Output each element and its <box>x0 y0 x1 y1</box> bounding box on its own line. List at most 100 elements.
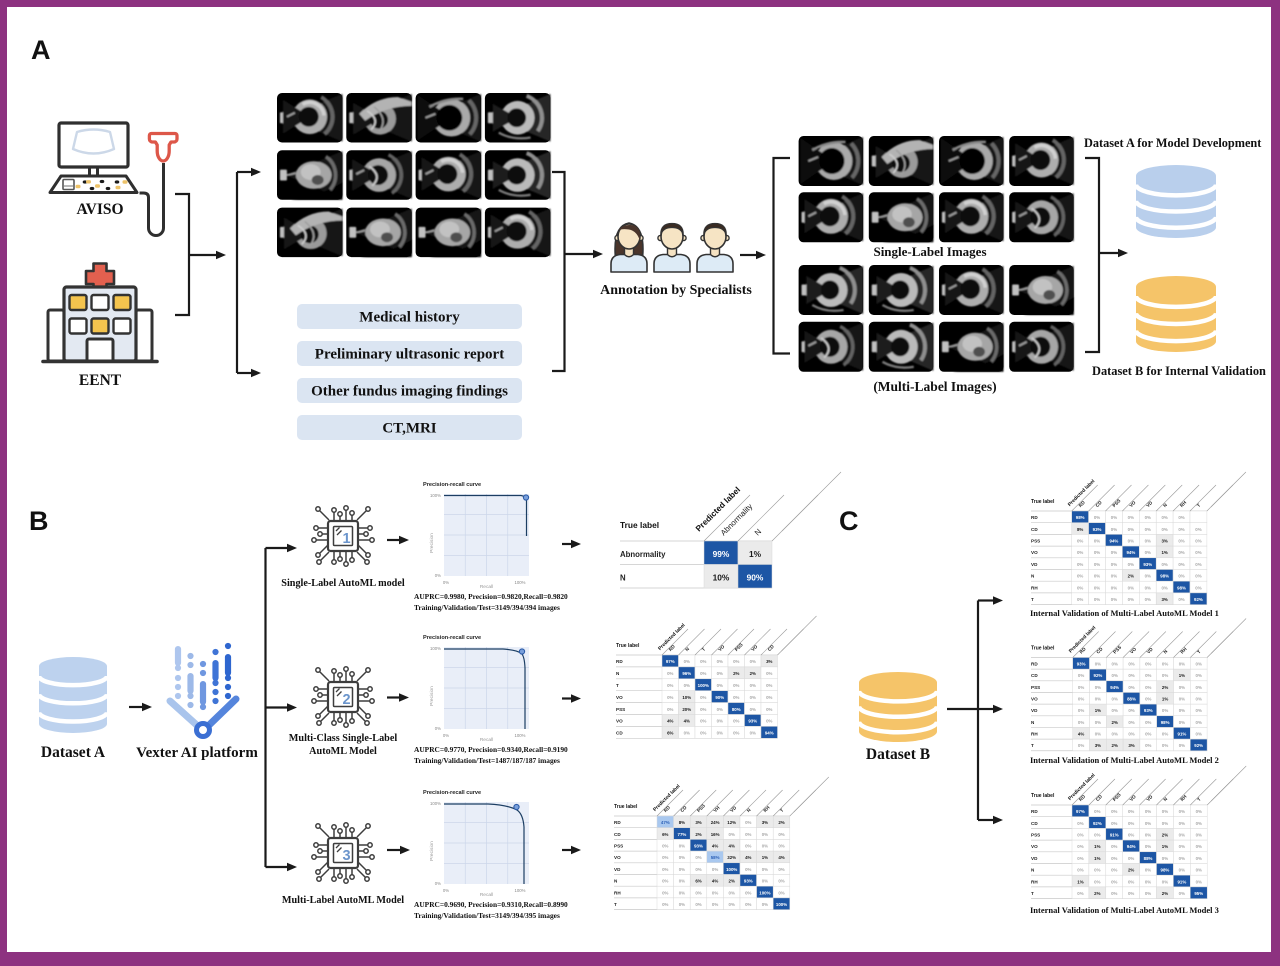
svg-text:1%: 1% <box>1179 673 1185 678</box>
svg-text:0%: 0% <box>695 867 701 872</box>
svg-text:0%: 0% <box>1077 574 1083 579</box>
svg-text:93%: 93% <box>694 843 703 848</box>
svg-text:CD: CD <box>1031 673 1038 678</box>
svg-text:0%: 0% <box>1179 685 1185 690</box>
svg-text:VO: VO <box>1129 646 1138 655</box>
svg-text:0%: 0% <box>1195 574 1201 579</box>
svg-text:0%: 0% <box>1178 574 1184 579</box>
svg-text:0%: 0% <box>766 707 772 712</box>
svg-text:0%: 0% <box>1111 809 1117 814</box>
svg-text:24%: 24% <box>711 820 720 825</box>
svg-text:94%: 94% <box>1110 685 1119 690</box>
svg-text:0%: 0% <box>1161 562 1167 567</box>
svg-text:2%: 2% <box>1162 685 1168 690</box>
svg-text:2%: 2% <box>1112 720 1118 725</box>
svg-text:0%: 0% <box>1128 562 1134 567</box>
svg-text:0%: 0% <box>745 890 751 895</box>
svg-text:2%: 2% <box>750 671 756 676</box>
svg-text:PSS: PSS <box>1112 792 1122 802</box>
svg-text:0%: 0% <box>766 695 772 700</box>
svg-text:Precision-recall curve: Precision-recall curve <box>423 482 481 488</box>
svg-text:PSS: PSS <box>1031 685 1040 690</box>
svg-text:93%: 93% <box>1077 662 1086 667</box>
svg-text:True label: True label <box>1031 793 1055 799</box>
svg-text:0%: 0% <box>1078 685 1084 690</box>
svg-text:A: A <box>31 35 51 65</box>
svg-text:N: N <box>620 574 626 583</box>
svg-text:C: C <box>839 506 859 536</box>
svg-text:VO: VO <box>614 855 621 860</box>
svg-text:0%: 0% <box>1077 821 1083 826</box>
svg-text:0%: 0% <box>1196 879 1202 884</box>
svg-text:0%: 0% <box>1077 597 1083 602</box>
svg-text:0%: 0% <box>1112 697 1118 702</box>
svg-text:0%: 0% <box>662 843 668 848</box>
svg-text:0%: 0% <box>662 879 668 884</box>
svg-text:0%: 0% <box>435 573 441 578</box>
svg-text:VO: VO <box>616 695 623 700</box>
svg-text:4%: 4% <box>778 855 784 860</box>
svg-text:0%: 0% <box>662 890 668 895</box>
svg-text:0%: 0% <box>1128 515 1134 520</box>
svg-text:1%: 1% <box>1077 879 1083 884</box>
svg-text:0%: 0% <box>1077 585 1083 590</box>
svg-text:VD: VD <box>614 867 621 872</box>
svg-text:0%: 0% <box>679 843 685 848</box>
svg-text:94%: 94% <box>1127 844 1136 849</box>
svg-text:AutoML Model: AutoML Model <box>309 746 377 757</box>
svg-text:Training/Validation/Test=3149/: Training/Validation/Test=3149/394/394 im… <box>414 603 560 612</box>
svg-text:4%: 4% <box>667 719 673 724</box>
svg-text:0%: 0% <box>667 707 673 712</box>
svg-text:0%: 0% <box>717 659 723 664</box>
svg-text:0%: 0% <box>1196 844 1202 849</box>
svg-text:1%: 1% <box>1162 844 1168 849</box>
svg-text:98%: 98% <box>1076 515 1085 520</box>
svg-text:0%: 0% <box>1077 856 1083 861</box>
svg-text:0%: 0% <box>435 881 441 886</box>
svg-text:VD: VD <box>1145 500 1154 509</box>
svg-text:RD: RD <box>1031 662 1038 667</box>
svg-text:0%: 0% <box>1111 585 1117 590</box>
svg-text:0%: 0% <box>1179 844 1185 849</box>
svg-text:Recall: Recall <box>480 892 493 898</box>
svg-text:0%: 0% <box>1196 731 1202 736</box>
svg-text:0%: 0% <box>1111 550 1117 555</box>
svg-text:0%: 0% <box>700 707 706 712</box>
svg-text:3: 3 <box>342 848 350 864</box>
svg-text:0%: 0% <box>745 832 751 837</box>
svg-text:Single-Label Images: Single-Label Images <box>873 244 986 259</box>
svg-text:0%: 0% <box>729 890 735 895</box>
svg-text:CD: CD <box>614 832 621 837</box>
svg-text:0%: 0% <box>1095 731 1101 736</box>
svg-text:0%: 0% <box>1179 662 1185 667</box>
svg-text:100%: 100% <box>515 733 526 738</box>
svg-text:0%: 0% <box>1162 743 1168 748</box>
svg-text:0%: 0% <box>1077 832 1083 837</box>
svg-text:RH: RH <box>1031 731 1038 736</box>
svg-text:PSS: PSS <box>1112 645 1122 655</box>
svg-text:100%: 100% <box>726 867 737 872</box>
svg-text:0%: 0% <box>750 659 756 664</box>
svg-text:PSS: PSS <box>696 803 706 813</box>
svg-text:2%: 2% <box>1128 574 1134 579</box>
svg-text:0%: 0% <box>1145 879 1151 884</box>
svg-text:0%: 0% <box>1196 685 1202 690</box>
svg-text:PSS: PSS <box>1111 498 1121 508</box>
svg-text:0%: 0% <box>1112 673 1118 678</box>
svg-text:0%: 0% <box>1128 720 1134 725</box>
svg-text:98%: 98% <box>1177 585 1186 590</box>
svg-text:0%: 0% <box>1111 574 1117 579</box>
svg-text:CD: CD <box>767 643 776 652</box>
svg-text:0%: 0% <box>1128 597 1134 602</box>
svg-text:88%: 88% <box>1127 697 1136 702</box>
svg-text:3%: 3% <box>1161 597 1167 602</box>
svg-text:0%: 0% <box>1178 597 1184 602</box>
svg-text:77%: 77% <box>678 832 687 837</box>
svg-text:0%: 0% <box>435 726 441 731</box>
svg-text:0%: 0% <box>1111 868 1117 873</box>
svg-text:0%: 0% <box>679 867 685 872</box>
svg-text:0%: 0% <box>1162 662 1168 667</box>
svg-text:0%: 0% <box>750 683 756 688</box>
svg-text:Single-Label AutoML model: Single-Label AutoML model <box>281 578 405 589</box>
svg-text:0%: 0% <box>1128 891 1134 896</box>
